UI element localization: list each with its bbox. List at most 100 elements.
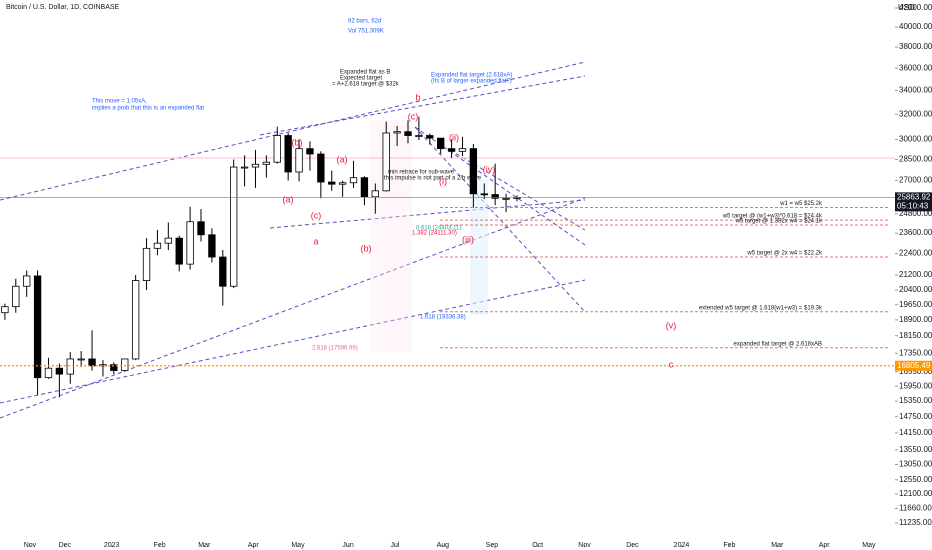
wave-label: (i)	[439, 176, 447, 186]
y-tick-label: 36000.00	[899, 63, 932, 72]
x-tick-label: Oct	[532, 542, 543, 549]
candle-body	[240, 166, 249, 169]
y-tick-label: 16550.00	[899, 367, 932, 376]
annotation: 1.382 (24111.30)	[412, 231, 457, 237]
candle-body	[208, 234, 216, 258]
candle-body	[186, 221, 194, 265]
candle-body	[273, 135, 281, 163]
candle-body	[251, 163, 260, 168]
candle-body	[317, 153, 325, 183]
wave-label: (iii)	[462, 234, 474, 244]
target-level-label: w5 target @ 2x w4 = $22.2k	[746, 251, 823, 257]
candle-body	[393, 131, 401, 134]
candle-body	[197, 221, 205, 236]
y-tick-label: 30000.00	[899, 135, 932, 144]
candle-body	[284, 135, 292, 173]
wave-label: (iv)	[483, 164, 496, 174]
candle-body	[121, 358, 129, 371]
y-tick-label: 17350.00	[899, 348, 932, 357]
x-tick-label: Mar	[771, 542, 784, 549]
annotation: Expanded flat target (2.618xA)	[431, 73, 512, 79]
candle-body	[99, 364, 107, 367]
x-tick-label: Feb	[154, 542, 166, 549]
marker-label: 16805.49	[897, 361, 931, 370]
candle-body	[88, 358, 96, 367]
wave-label: (c)	[408, 111, 419, 121]
candle-body	[77, 358, 85, 361]
x-tick-label: Apr	[248, 542, 260, 549]
y-tick-label: 38000.00	[899, 42, 932, 51]
wave-label: (c)	[311, 210, 322, 220]
wave-label: c	[669, 359, 674, 369]
candle-body	[360, 177, 369, 198]
last-price-tag	[895, 192, 932, 212]
y-tick-label: 21200.00	[899, 270, 932, 279]
target-level-label: expanded flat target @ 2.618xAB	[734, 341, 822, 347]
candle-body	[12, 285, 20, 308]
annotation: Vol 751.309K	[348, 29, 384, 35]
y-tick-label: 13550.00	[899, 445, 932, 454]
y-tick-label: 12100.00	[899, 489, 932, 498]
candle-body	[447, 148, 456, 152]
candle-body	[153, 242, 162, 249]
wave-label: (ii)	[449, 132, 459, 142]
annotation: this impulse is not part of a 2/b wave	[384, 176, 482, 182]
annotation: 2.618 (17596.99)	[312, 346, 358, 352]
x-tick-label: Aug	[437, 542, 450, 549]
y-tick-label: 40000.00	[899, 22, 932, 31]
target-level-label: w5 target @ 1.382x w4 = $24.1k	[735, 219, 823, 225]
candle-body	[1, 306, 9, 314]
price-axis	[895, 0, 932, 550]
candle-body	[164, 237, 172, 244]
x-tick-label: Jul	[390, 542, 399, 549]
y-tick-label: 12550.00	[899, 475, 932, 484]
y-tick-label: 20400.00	[899, 285, 932, 294]
candle-body	[382, 132, 390, 192]
candle-body	[23, 275, 31, 287]
annotation: Expected target	[340, 76, 382, 82]
candle-body	[502, 197, 510, 200]
candle-body	[66, 358, 74, 375]
annotation: min retrace for sub-wave	[388, 170, 455, 176]
x-tick-label: May	[291, 542, 305, 549]
y-tick-label: 15950.00	[899, 381, 932, 390]
y-tick-label: 18900.00	[899, 315, 932, 324]
y-tick-label: 19650.00	[899, 300, 932, 309]
candle-body	[306, 148, 314, 155]
y-tick-label: 22400.00	[899, 249, 932, 258]
candle-body	[404, 131, 412, 136]
candle-body	[131, 280, 140, 360]
fib-zone	[470, 180, 488, 315]
y-tick-label: 23600.00	[899, 228, 932, 237]
y-tick-label: 15350.00	[899, 396, 932, 405]
y-tick-label: 24800.00	[899, 209, 932, 218]
axis-unit: USD	[898, 3, 915, 12]
annotation: implies a prob that this is an expanded …	[92, 106, 204, 112]
candle-body	[230, 166, 238, 287]
target-level-label: w5 target @ (w1+w3)*0.618 = $24.4k	[722, 214, 823, 220]
y-tick-label: 14750.00	[899, 412, 932, 421]
x-tick-label: Sep	[486, 542, 499, 549]
x-tick-label: Nov	[578, 542, 591, 549]
x-tick-label: Nov	[24, 542, 37, 549]
candle-body	[480, 193, 488, 196]
wave-label: (b)	[361, 243, 372, 253]
candle-body	[328, 181, 336, 185]
x-tick-label: 2024	[674, 542, 690, 549]
y-tick-label: 18150.00	[899, 331, 932, 340]
candle-body	[491, 194, 499, 199]
last-price-label: 25863.92	[897, 192, 931, 201]
y-tick-label: 28500.00	[899, 155, 932, 164]
x-tick-label: Jun	[342, 542, 353, 549]
y-tick-label: 14150.00	[899, 428, 932, 437]
wave-label: (a)	[337, 154, 348, 164]
candle-body	[219, 256, 227, 287]
fib-zone	[370, 120, 412, 352]
candle-body	[458, 148, 467, 152]
candle-body	[44, 367, 53, 379]
annotation: 0.618 (24403.11)	[416, 226, 461, 232]
candle-body	[110, 364, 118, 371]
annotation: Expanded flat as B	[340, 70, 390, 76]
